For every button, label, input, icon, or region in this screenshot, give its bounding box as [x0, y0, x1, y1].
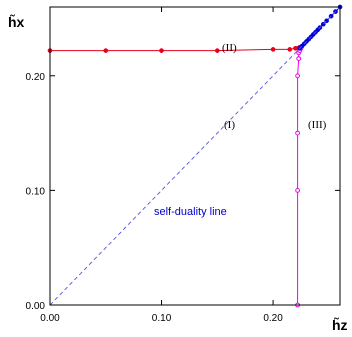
series-0-point: [214, 48, 220, 53]
series-1-point: [295, 188, 301, 193]
region-label-i: (I): [224, 119, 235, 131]
series-1-line: [297, 48, 302, 305]
x-tick-label: 0.10: [152, 313, 172, 324]
self-duality-line: [49, 6, 341, 306]
region-label-ii: (II): [222, 42, 237, 54]
series-0-point: [103, 48, 109, 53]
y-tick-label: 0.10: [26, 186, 46, 197]
plot-layer: [47, 4, 343, 308]
series-0-point: [287, 47, 293, 52]
x-tick-label: 0.20: [263, 313, 283, 324]
self-duality-line-label: self-duality line: [154, 206, 227, 218]
ticks-layer: 0.00 0.10 0.20 0.00 0.10 0.20: [26, 7, 340, 324]
x-axis-title: h̃z: [332, 316, 348, 333]
plot-frame: [49, 6, 341, 306]
series-1-point: [295, 130, 301, 136]
y-tick-label: 0.00: [26, 301, 46, 312]
series-0-point: [270, 47, 276, 52]
series-0-line: [50, 46, 301, 52]
series-1-point: [295, 73, 301, 79]
y-tick-label: 0.20: [26, 72, 46, 83]
y-axis-title: h̃x: [8, 13, 25, 30]
series-1-point: [296, 56, 302, 61]
series-0-point: [159, 48, 164, 53]
x-tick-label: 0.00: [40, 313, 60, 324]
region-label-iii: (III): [308, 119, 327, 131]
